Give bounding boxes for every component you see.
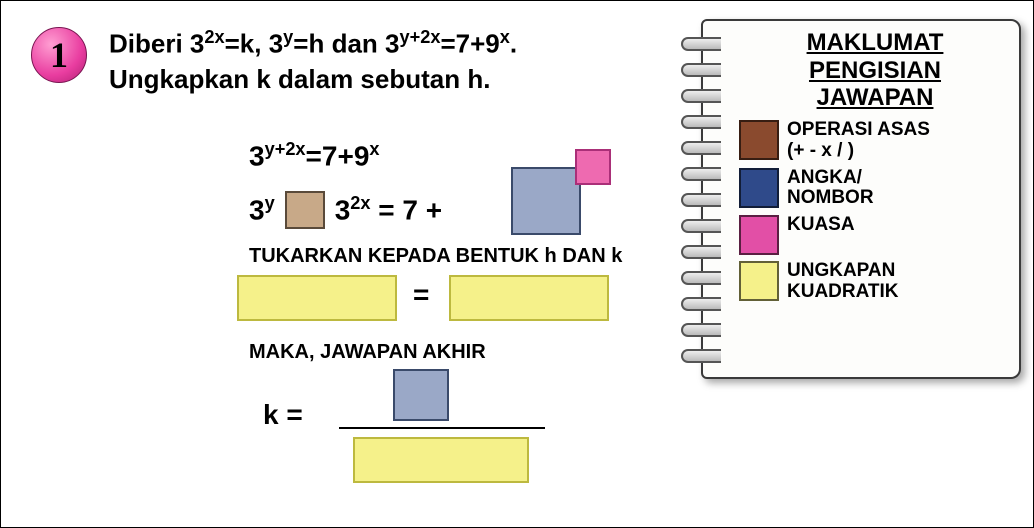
ring-icon — [681, 219, 721, 233]
ring-icon — [681, 245, 721, 259]
fraction-numerator-box[interactable] — [393, 369, 449, 421]
eq2-right: 32x = 7 + — [335, 193, 442, 226]
expression-blank-right[interactable] — [449, 275, 609, 321]
power-blank-box[interactable] — [575, 149, 611, 185]
instruction-2: MAKA, JAWAPAN AKHIR — [249, 341, 486, 364]
eq2-3y: 3y — [249, 193, 275, 226]
worksheet-page: 1 Diberi 32x=k, 3y=h dan 3y+2x=7+9x. Ung… — [0, 0, 1034, 528]
operator-blank-box[interactable] — [285, 191, 325, 229]
legend-row-angka: ANGKA/ NOMBOR — [739, 168, 1011, 210]
question-line-1: Diberi 32x=k, 3y=h dan 3y+2x=7+9x. — [109, 25, 517, 62]
legend-row-ungkapan: UNGKAPAN KUADRATIK — [739, 261, 1011, 303]
ring-icon — [681, 323, 721, 337]
legend-notebook: MAKLUMAT PENGISIAN JAWAPAN OPERASI ASAS … — [701, 19, 1021, 379]
legend-label-ungkapan: UNGKAPAN KUADRATIK — [787, 261, 899, 303]
ring-icon — [681, 115, 721, 129]
legend-row-operasi: OPERASI ASAS (+ - x / ) — [739, 120, 1011, 162]
swatch-angka — [739, 168, 779, 208]
fraction-denominator-box[interactable] — [353, 437, 529, 483]
notebook-title: MAKLUMAT PENGISIAN JAWAPAN — [739, 29, 1011, 112]
question-number: 1 — [50, 34, 68, 76]
fraction-line — [339, 427, 545, 429]
swatch-operasi — [739, 120, 779, 160]
question-number-badge: 1 — [31, 27, 87, 83]
legend-label-operasi: OPERASI ASAS (+ - x / ) — [787, 120, 930, 162]
notebook-title-l3: JAWAPAN — [739, 84, 1011, 112]
equation-2: 3y 32x = 7 + — [249, 191, 442, 229]
legend-label-angka: ANGKA/ NOMBOR — [787, 168, 874, 210]
legend-label-kuasa: KUASA — [787, 215, 855, 236]
ring-icon — [681, 141, 721, 155]
ring-icon — [681, 349, 721, 363]
equation-1: 3y+2x=7+9x — [249, 139, 380, 172]
notebook-title-l2: PENGISIAN — [739, 57, 1011, 85]
spiral-rings — [681, 37, 721, 363]
ring-icon — [681, 37, 721, 51]
k-equals-label: k = — [263, 399, 303, 431]
swatch-ungkapan — [739, 261, 779, 301]
ring-icon — [681, 167, 721, 181]
ring-icon — [681, 193, 721, 207]
equals-sign: = — [413, 279, 429, 311]
ring-icon — [681, 89, 721, 103]
question-text: Diberi 32x=k, 3y=h dan 3y+2x=7+9x. Ungka… — [109, 25, 517, 97]
ring-icon — [681, 271, 721, 285]
question-line-2: Ungkapkan k dalam sebutan h. — [109, 62, 517, 97]
number-blank-box[interactable] — [511, 167, 581, 235]
notebook-title-l1: MAKLUMAT — [739, 29, 1011, 57]
ring-icon — [681, 63, 721, 77]
instruction-1: TUKARKAN KEPADA BENTUK h DAN k — [249, 245, 622, 268]
ring-icon — [681, 297, 721, 311]
legend-row-kuasa: KUASA — [739, 215, 1011, 255]
expression-blank-left[interactable] — [237, 275, 397, 321]
swatch-kuasa — [739, 215, 779, 255]
